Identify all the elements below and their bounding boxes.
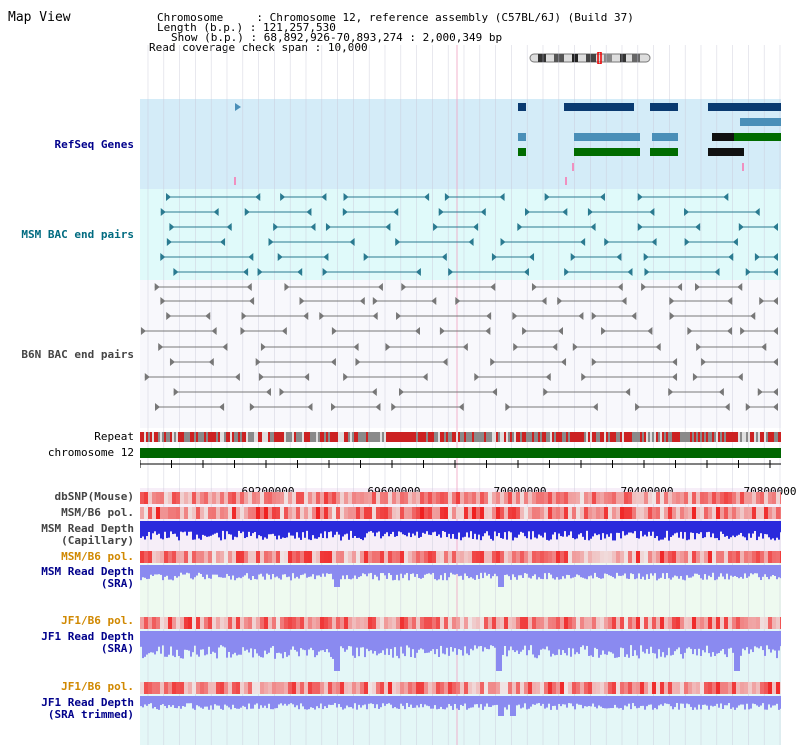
header-length: Length (b.p.) : 121,257,530 <box>157 21 336 34</box>
chromosome-label: Chromosome <box>157 11 224 24</box>
label-refseq: RefSeq Genes <box>54 138 134 151</box>
label-msm-b6-pol-1: MSM/B6 pol. <box>61 506 134 519</box>
label-jf1-depth-trim-2: (SRA trimmed) <box>47 708 134 721</box>
repeat-track[interactable] <box>140 432 781 442</box>
msm-b6-pol-heatmap-1[interactable] <box>140 507 781 519</box>
position-ruler <box>140 460 781 468</box>
page-title: Map View <box>8 10 71 25</box>
label-jf1-depth-trim-1: JF1 Read Depth <box>41 696 134 709</box>
b6n-bac-band <box>140 280 781 428</box>
chromosome-bar[interactable] <box>140 448 781 458</box>
msm-depth-sra[interactable] <box>140 565 781 593</box>
label-jf1-depth-sra-2: (SRA) <box>100 642 134 655</box>
b6n-bac-track[interactable] <box>140 280 781 428</box>
label-jf1-depth-sra-1: JF1 Read Depth <box>41 630 134 643</box>
header-coverage: Read coverage check span : 10,000 <box>149 41 368 54</box>
label-jf1-b6-pol-2: JF1/B6 pol. <box>61 680 134 693</box>
label-msm-bac: MSM BAC end pairs <box>21 228 134 241</box>
label-chromosome: chromosome 12 <box>47 446 134 459</box>
label-msm-depth-sra-2: (SRA) <box>100 577 134 590</box>
label-b6n-bac: B6N BAC end pairs <box>21 348 134 361</box>
msm-bac-track[interactable] <box>140 189 781 280</box>
length-value: 121,257,530 <box>262 21 336 34</box>
jf1-depth-trimmed[interactable] <box>140 696 781 720</box>
show-value: 68,892,926-70,893,274 : 2,000,349 bp <box>263 31 503 44</box>
refseq-genes-track[interactable] <box>140 99 781 189</box>
dbsnp-heatmap[interactable] <box>140 492 781 504</box>
header-chromosome: Chromosome : Chromosome 12, reference as… <box>157 11 634 24</box>
label-msm-b6-pol-2: MSM/B6 pol. <box>61 550 134 563</box>
msm-bac-band <box>140 189 781 280</box>
coverage-value: 10,000 <box>327 41 368 54</box>
msm-b6-pol-heatmap-2[interactable] <box>140 551 781 563</box>
jf1-depth-sra[interactable] <box>140 631 781 671</box>
chromosome-value: Chromosome 12, reference assembly (C57BL… <box>269 11 634 24</box>
label-msm-depth-cap-2: (Capillary) <box>61 534 134 547</box>
label-msm-depth-cap-1: MSM Read Depth <box>41 522 134 535</box>
label-dbsnp: dbSNP(Mouse) <box>54 490 134 503</box>
refseq-band <box>140 99 781 189</box>
label-jf1-b6-pol-1: JF1/B6 pol. <box>61 614 134 627</box>
show-label: Show (b.p.) <box>171 31 244 44</box>
coverage-label: Read coverage check span <box>149 41 308 54</box>
jf1-b6-pol-heatmap-1[interactable] <box>140 617 781 629</box>
label-repeat: Repeat <box>94 430 134 443</box>
label-msm-depth-sra-1: MSM Read Depth <box>41 565 134 578</box>
length-label: Length (b.p.) <box>157 21 244 34</box>
header-show: Show (b.p.) : 68,892,926-70,893,274 : 2,… <box>171 31 503 44</box>
jf1-b6-pol-heatmap-2[interactable] <box>140 682 781 694</box>
msm-depth-capillary[interactable] <box>140 521 781 549</box>
chromosome-ideogram[interactable] <box>528 52 654 64</box>
